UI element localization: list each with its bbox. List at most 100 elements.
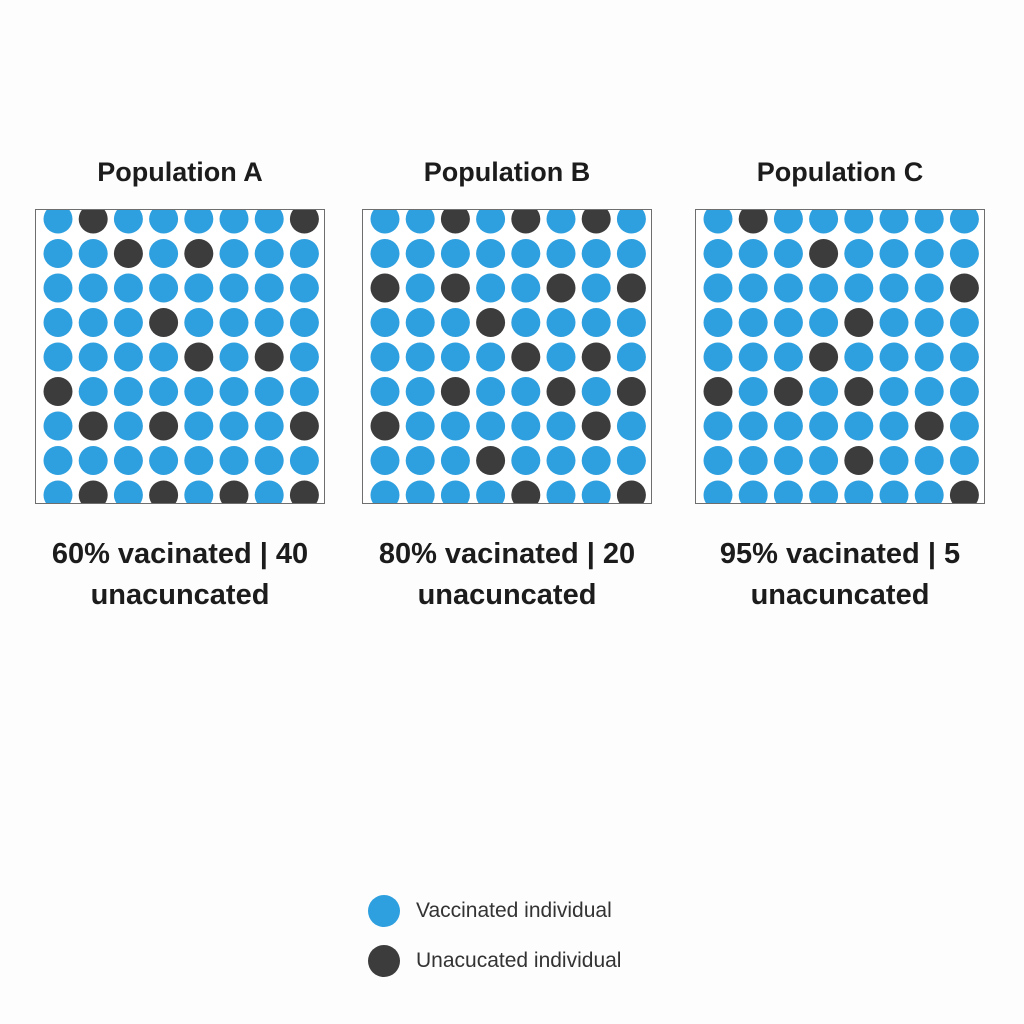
- vaccinated-dot: [476, 411, 506, 441]
- vaccinated-dot: [370, 210, 400, 234]
- vaccinated-dot: [616, 210, 646, 234]
- unvaccinated-dot: [546, 273, 576, 303]
- vaccinated-dot: [738, 411, 768, 441]
- legend-item-unvaccinated: Unacucated individual: [368, 940, 688, 982]
- vaccinated-dot: [219, 273, 249, 303]
- vaccinated-dot: [405, 308, 435, 337]
- vaccinated-dot: [254, 480, 284, 503]
- vaccinated-dot: [440, 342, 470, 372]
- vaccinated-dot: [809, 273, 839, 303]
- vaccinated-dot: [78, 342, 108, 372]
- vaccinated-dot: [949, 411, 979, 441]
- vaccinated-dot: [616, 446, 646, 475]
- unvaccinated-dot-icon: [368, 945, 400, 977]
- unvaccinated-dot: [370, 411, 400, 441]
- vaccinated-dot: [43, 342, 73, 372]
- vaccinated-dot: [113, 210, 143, 234]
- vaccinated-dot: [809, 377, 839, 406]
- unvaccinated-dot: [113, 239, 143, 268]
- vaccinated-dot: [219, 239, 249, 268]
- vaccinated-dot: [219, 308, 249, 337]
- vaccinated-dot: [844, 480, 874, 503]
- caption-line-2: unacuncated: [750, 579, 930, 611]
- vaccinated-dot: [546, 411, 576, 441]
- vaccinated-dot: [738, 308, 768, 337]
- vaccinated-dot: [78, 446, 108, 475]
- unvaccinated-dot: [149, 308, 179, 337]
- vaccinated-dot: [949, 342, 979, 372]
- unvaccinated-dot: [440, 210, 470, 234]
- vaccinated-dot: [440, 308, 470, 337]
- vaccinated-dot: [879, 210, 909, 234]
- unvaccinated-dot: [809, 342, 839, 372]
- vaccinated-dot: [43, 480, 73, 503]
- vaccinated-dot: [43, 239, 73, 268]
- vaccinated-dot: [914, 377, 944, 406]
- vaccinated-dot: [914, 273, 944, 303]
- population-panel-b: Population B 80% vacinated | 20 unacunca…: [362, 150, 652, 616]
- vaccinated-dot: [879, 308, 909, 337]
- vaccinated-dot: [809, 411, 839, 441]
- vaccinated-dot: [289, 273, 319, 303]
- population-panel-c: Population C 95% vacinated | 5 unacuncat…: [695, 150, 985, 616]
- vaccinated-dot: [738, 377, 768, 406]
- vaccinated-dot-icon: [368, 895, 400, 927]
- vaccinated-dot: [184, 480, 214, 503]
- panel-title: Population C: [756, 157, 924, 187]
- vaccinated-dot: [511, 446, 541, 475]
- vaccinated-dot: [78, 308, 108, 337]
- vaccinated-dot: [149, 446, 179, 475]
- unvaccinated-dot: [914, 411, 944, 441]
- vaccinated-dot: [405, 446, 435, 475]
- unvaccinated-dot: [703, 377, 733, 406]
- vaccinated-dot: [149, 377, 179, 406]
- vaccinated-dot: [370, 377, 400, 406]
- vaccinated-dot: [184, 273, 214, 303]
- vaccinated-dot: [773, 480, 803, 503]
- unvaccinated-dot: [616, 377, 646, 406]
- vaccinated-dot: [703, 239, 733, 268]
- vaccinated-dot: [879, 273, 909, 303]
- vaccinated-dot: [546, 308, 576, 337]
- vaccinated-dot: [879, 411, 909, 441]
- vaccinated-dot: [476, 210, 506, 234]
- vaccinated-dot: [773, 308, 803, 337]
- vaccinated-dot: [254, 446, 284, 475]
- vaccinated-dot: [914, 239, 944, 268]
- vaccinated-dot: [113, 411, 143, 441]
- unvaccinated-dot: [844, 377, 874, 406]
- vaccinated-dot: [184, 411, 214, 441]
- population-grid-a: [35, 209, 325, 504]
- vaccinated-dot: [914, 480, 944, 503]
- vaccinated-dot: [844, 273, 874, 303]
- vaccinated-dot: [113, 273, 143, 303]
- panel-caption: 95% vacinated | 5 unacuncated: [695, 534, 985, 616]
- vaccinated-dot: [254, 239, 284, 268]
- dot-grid-c: [703, 210, 979, 503]
- vaccinated-dot: [616, 342, 646, 372]
- vaccinated-dot: [809, 480, 839, 503]
- vaccinated-dot: [289, 239, 319, 268]
- vaccinated-dot: [616, 239, 646, 268]
- vaccinated-dot: [219, 446, 249, 475]
- vaccinated-dot: [581, 446, 611, 475]
- unvaccinated-dot: [149, 411, 179, 441]
- vaccinated-dot: [879, 480, 909, 503]
- vaccinated-dot: [289, 342, 319, 372]
- vaccinated-dot: [476, 239, 506, 268]
- vaccinated-dot: [809, 308, 839, 337]
- vaccinated-dot: [546, 446, 576, 475]
- vaccinated-dot: [289, 377, 319, 406]
- vaccinated-dot: [546, 239, 576, 268]
- vaccinated-dot: [914, 342, 944, 372]
- legend-item-vaccinated: Vaccinated individual: [368, 890, 688, 932]
- vaccinated-dot: [289, 308, 319, 337]
- vaccinated-dot: [405, 377, 435, 406]
- unvaccinated-dot: [78, 480, 108, 503]
- vaccinated-dot: [149, 342, 179, 372]
- vaccinated-dot: [773, 210, 803, 234]
- vaccinated-dot: [703, 273, 733, 303]
- unvaccinated-dot: [773, 377, 803, 406]
- vaccinated-dot: [879, 342, 909, 372]
- vaccinated-dot: [43, 210, 73, 234]
